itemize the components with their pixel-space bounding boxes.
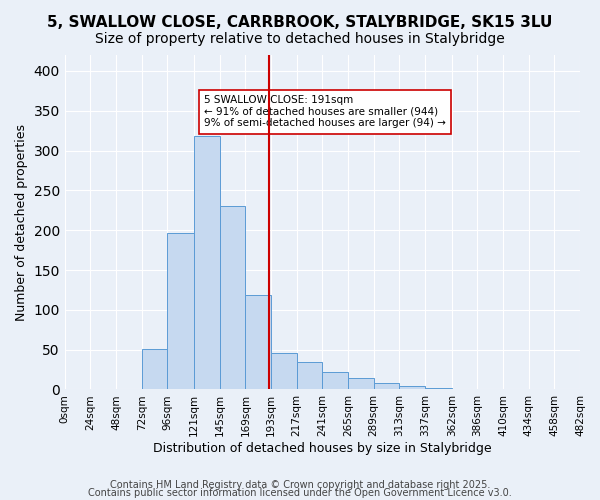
- Bar: [400, 386, 425, 390]
- Bar: [554, 388, 580, 390]
- Text: Contains HM Land Registry data © Crown copyright and database right 2025.: Contains HM Land Registry data © Crown c…: [110, 480, 490, 490]
- Bar: [374, 383, 400, 390]
- Text: 5, SWALLOW CLOSE, CARRBROOK, STALYBRIDGE, SK15 3LU: 5, SWALLOW CLOSE, CARRBROOK, STALYBRIDGE…: [47, 15, 553, 30]
- Bar: [425, 388, 452, 390]
- Bar: [322, 372, 348, 390]
- Bar: [348, 378, 374, 390]
- Bar: [142, 349, 167, 390]
- Bar: [478, 388, 503, 390]
- Bar: [245, 296, 271, 390]
- X-axis label: Distribution of detached houses by size in Stalybridge: Distribution of detached houses by size …: [153, 442, 492, 455]
- Bar: [194, 136, 220, 390]
- Bar: [167, 232, 194, 390]
- Bar: [220, 206, 245, 390]
- Y-axis label: Number of detached properties: Number of detached properties: [15, 124, 28, 320]
- Bar: [452, 388, 478, 390]
- Text: Contains public sector information licensed under the Open Government Licence v3: Contains public sector information licen…: [88, 488, 512, 498]
- Bar: [271, 353, 297, 390]
- Text: Size of property relative to detached houses in Stalybridge: Size of property relative to detached ho…: [95, 32, 505, 46]
- Text: 5 SWALLOW CLOSE: 191sqm
← 91% of detached houses are smaller (944)
9% of semi-de: 5 SWALLOW CLOSE: 191sqm ← 91% of detache…: [204, 95, 446, 128]
- Bar: [297, 362, 322, 390]
